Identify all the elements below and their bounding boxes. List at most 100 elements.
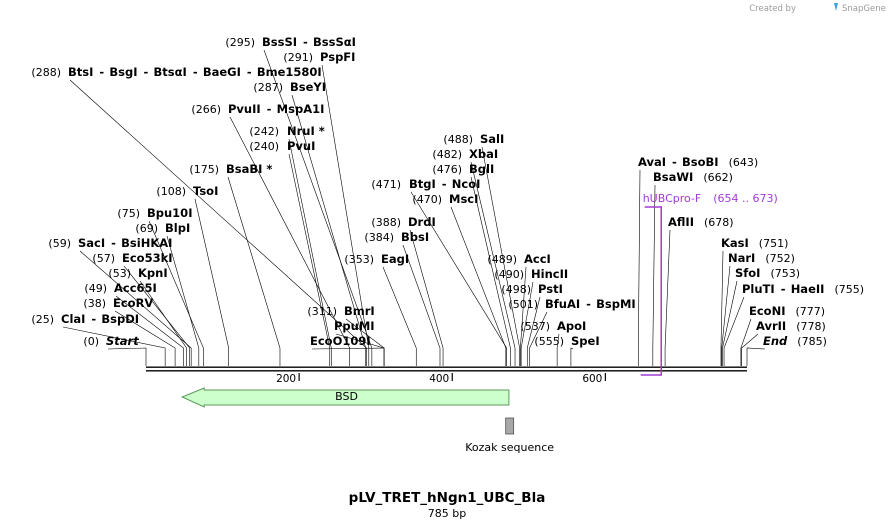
site-name[interactable]: TsoI	[193, 184, 218, 198]
site-name[interactable]: PvuI	[287, 139, 315, 153]
site-name[interactable]: SacI	[78, 236, 105, 250]
primer-hubcpro-f-label[interactable]: hUBCpro-F (654 .. 673)	[643, 192, 778, 205]
site-name[interactable]: BlpI	[165, 221, 190, 235]
site-name[interactable]: BseYI	[290, 80, 326, 94]
site-name[interactable]: AvrII	[756, 319, 786, 333]
site-name[interactable]: EcoNI	[749, 304, 785, 318]
site-kasi[interactable]: KasI (751)	[720, 236, 788, 366]
site-name[interactable]: NruI *	[287, 124, 325, 138]
site-name[interactable]: Acc65I	[114, 281, 157, 295]
site-name[interactable]: EcoRV	[113, 296, 153, 310]
site-name[interactable]: NarI	[728, 251, 755, 265]
site-pvuii[interactable]: PvuII - MspA1I (266)	[191, 102, 350, 366]
site-name[interactable]: SpeI	[571, 334, 600, 348]
site-name[interactable]: PspFI	[320, 50, 355, 64]
site-blpi[interactable]: BlpI (69)	[135, 221, 200, 366]
site-bsabi-[interactable]: BsaBI * (175)	[189, 162, 281, 366]
site-name[interactable]: Start	[106, 334, 139, 348]
site-msci[interactable]: MscI (470)	[412, 192, 507, 366]
site-name[interactable]: KasI	[721, 236, 749, 250]
site-name[interactable]: AflII	[668, 215, 694, 229]
site-name[interactable]: BsgI	[109, 65, 137, 79]
site-name[interactable]: Bpu10I	[147, 206, 192, 220]
site-name[interactable]: Eco53kI	[122, 251, 173, 265]
site-name[interactable]: MspA1I	[277, 102, 325, 116]
feature-kozak-box[interactable]	[505, 417, 515, 435]
site-bsssi[interactable]: BssSI - BssSαI(295)	[225, 35, 373, 366]
site-psti[interactable]: PstI (498)	[501, 282, 563, 366]
site-name[interactable]: BtsI	[68, 65, 93, 79]
site-ecorv[interactable]: EcoRV (38)	[83, 296, 176, 366]
site-eagi[interactable]: EagI (353)	[344, 252, 417, 366]
site-end[interactable]: End (785)	[746, 334, 827, 366]
site-name[interactable]: BspMI	[596, 297, 636, 311]
site-nari[interactable]: NarI (752)	[721, 251, 795, 366]
site-name[interactable]: HincII	[531, 267, 568, 281]
site-pvui[interactable]: PvuI (240)	[249, 139, 331, 366]
site-name[interactable]: HaeII	[791, 282, 825, 296]
site-avrii[interactable]: AvrII (778)	[741, 319, 826, 366]
site-drdi[interactable]: DrdI (388)	[371, 215, 444, 366]
site-ecoo109i[interactable]: EcoO109I	[310, 334, 385, 366]
site-name[interactable]: BspDI	[101, 312, 139, 326]
site-name[interactable]: BmrI	[344, 304, 375, 318]
site-name[interactable]: ApoI	[557, 319, 586, 333]
site-name[interactable]: ClaI	[61, 312, 85, 326]
site-name[interactable]: AccI	[524, 252, 551, 266]
site-name[interactable]: NcoI	[452, 177, 481, 191]
site-name[interactable]: BsiHKAI	[121, 236, 172, 250]
site-name[interactable]: BssSI	[262, 35, 297, 49]
site-pluti[interactable]: PluTI - HaeII (755)	[723, 282, 864, 366]
site-tsoi[interactable]: TsoI (108)	[156, 184, 229, 366]
site-name[interactable]: BtgI	[409, 177, 436, 191]
site-name[interactable]: PvuII	[228, 102, 261, 116]
site-xbai[interactable]: XbaI (482)	[432, 147, 516, 366]
site-sali[interactable]: SalI (488)	[443, 132, 520, 366]
site-bpu10i[interactable]: Bpu10I (75)	[117, 206, 204, 366]
feature-bsd-label[interactable]: BSD	[335, 390, 358, 403]
site-name[interactable]: BsoBI	[682, 155, 719, 169]
site-name[interactable]: Bme1580I	[257, 65, 322, 79]
site-saci[interactable]: SacI - BsiHKAI(59)	[48, 236, 192, 366]
site-name[interactable]: XbaI	[469, 147, 498, 161]
site-name[interactable]: BtsαI	[154, 65, 187, 79]
site-aflii[interactable]: AflII (678)	[664, 215, 734, 366]
site-name[interactable]: BssSαI	[313, 35, 356, 49]
site-avai[interactable]: AvaI - BsoBI (643)	[637, 155, 758, 366]
site-apoi[interactable]: ApoI (537)	[520, 319, 586, 366]
site-name[interactable]: BsaBI *	[226, 162, 272, 176]
site-nrui-[interactable]: NruI * (242)	[249, 124, 332, 366]
site-bfuai[interactable]: BfuAI - BspMI (501)	[508, 297, 636, 366]
site-bseyi[interactable]: BseYI (287)	[253, 80, 367, 366]
site-name[interactable]: EcoO109I	[310, 334, 371, 348]
site-name[interactable]: BglI	[469, 162, 494, 176]
site-sfoi[interactable]: SfoI (753)	[722, 266, 801, 366]
site-name[interactable]: PluTI	[742, 282, 775, 296]
site-btgi[interactable]: BtgI - NcoI (471)	[371, 177, 507, 366]
site-name[interactable]: PpuMI	[334, 319, 375, 333]
site-name[interactable]: KpnI	[138, 266, 168, 280]
site-acc65i[interactable]: Acc65I (49)	[84, 281, 184, 366]
site-bsawi[interactable]: BsaWI (662)	[652, 170, 733, 366]
site-name[interactable]: BaeGI	[203, 65, 241, 79]
primer-hubcpro-f-mark[interactable]	[640, 206, 663, 376]
site-name[interactable]: AvaI	[638, 155, 666, 169]
site-name[interactable]: BbsI	[401, 230, 429, 244]
site-hincii[interactable]: HincII (490)	[494, 267, 568, 366]
site-kpni[interactable]: KpnI (53)	[108, 266, 187, 366]
site-name[interactable]: BsaWI	[653, 170, 693, 184]
feature-bsd-arrow[interactable]	[180, 387, 510, 408]
site-spei[interactable]: SpeI (555)	[534, 334, 600, 366]
feature-kozak-label[interactable]: Kozak sequence	[465, 441, 554, 454]
site-pspfi[interactable]: PspFI (291)	[283, 50, 370, 366]
site-name[interactable]: BfuAI	[545, 297, 580, 311]
site-econi[interactable]: EcoNI (777)	[740, 304, 825, 366]
site-name[interactable]: PstI	[538, 282, 563, 296]
site-bbsi[interactable]: BbsI (384)	[364, 230, 441, 366]
site-name[interactable]: DrdI	[408, 215, 436, 229]
site-eco53ki[interactable]: Eco53kI (57)	[92, 251, 190, 366]
site-name[interactable]: MscI	[449, 192, 478, 206]
site-name[interactable]: SfoI	[735, 266, 760, 280]
site-name[interactable]: EagI	[381, 252, 409, 266]
site-bgli[interactable]: BglI (476)	[432, 162, 511, 366]
